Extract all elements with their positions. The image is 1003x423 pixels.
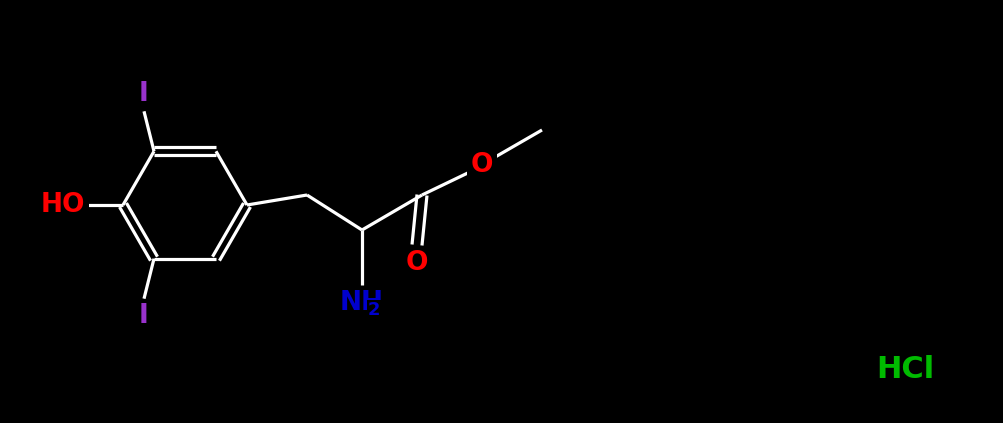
Text: 2: 2 — [367, 301, 380, 319]
Text: HO: HO — [41, 192, 85, 218]
Text: I: I — [139, 81, 148, 107]
Text: HCl: HCl — [875, 355, 933, 385]
Text: I: I — [139, 303, 148, 329]
Text: O: O — [405, 250, 428, 276]
Text: O: O — [470, 152, 492, 178]
Text: NH: NH — [340, 290, 383, 316]
